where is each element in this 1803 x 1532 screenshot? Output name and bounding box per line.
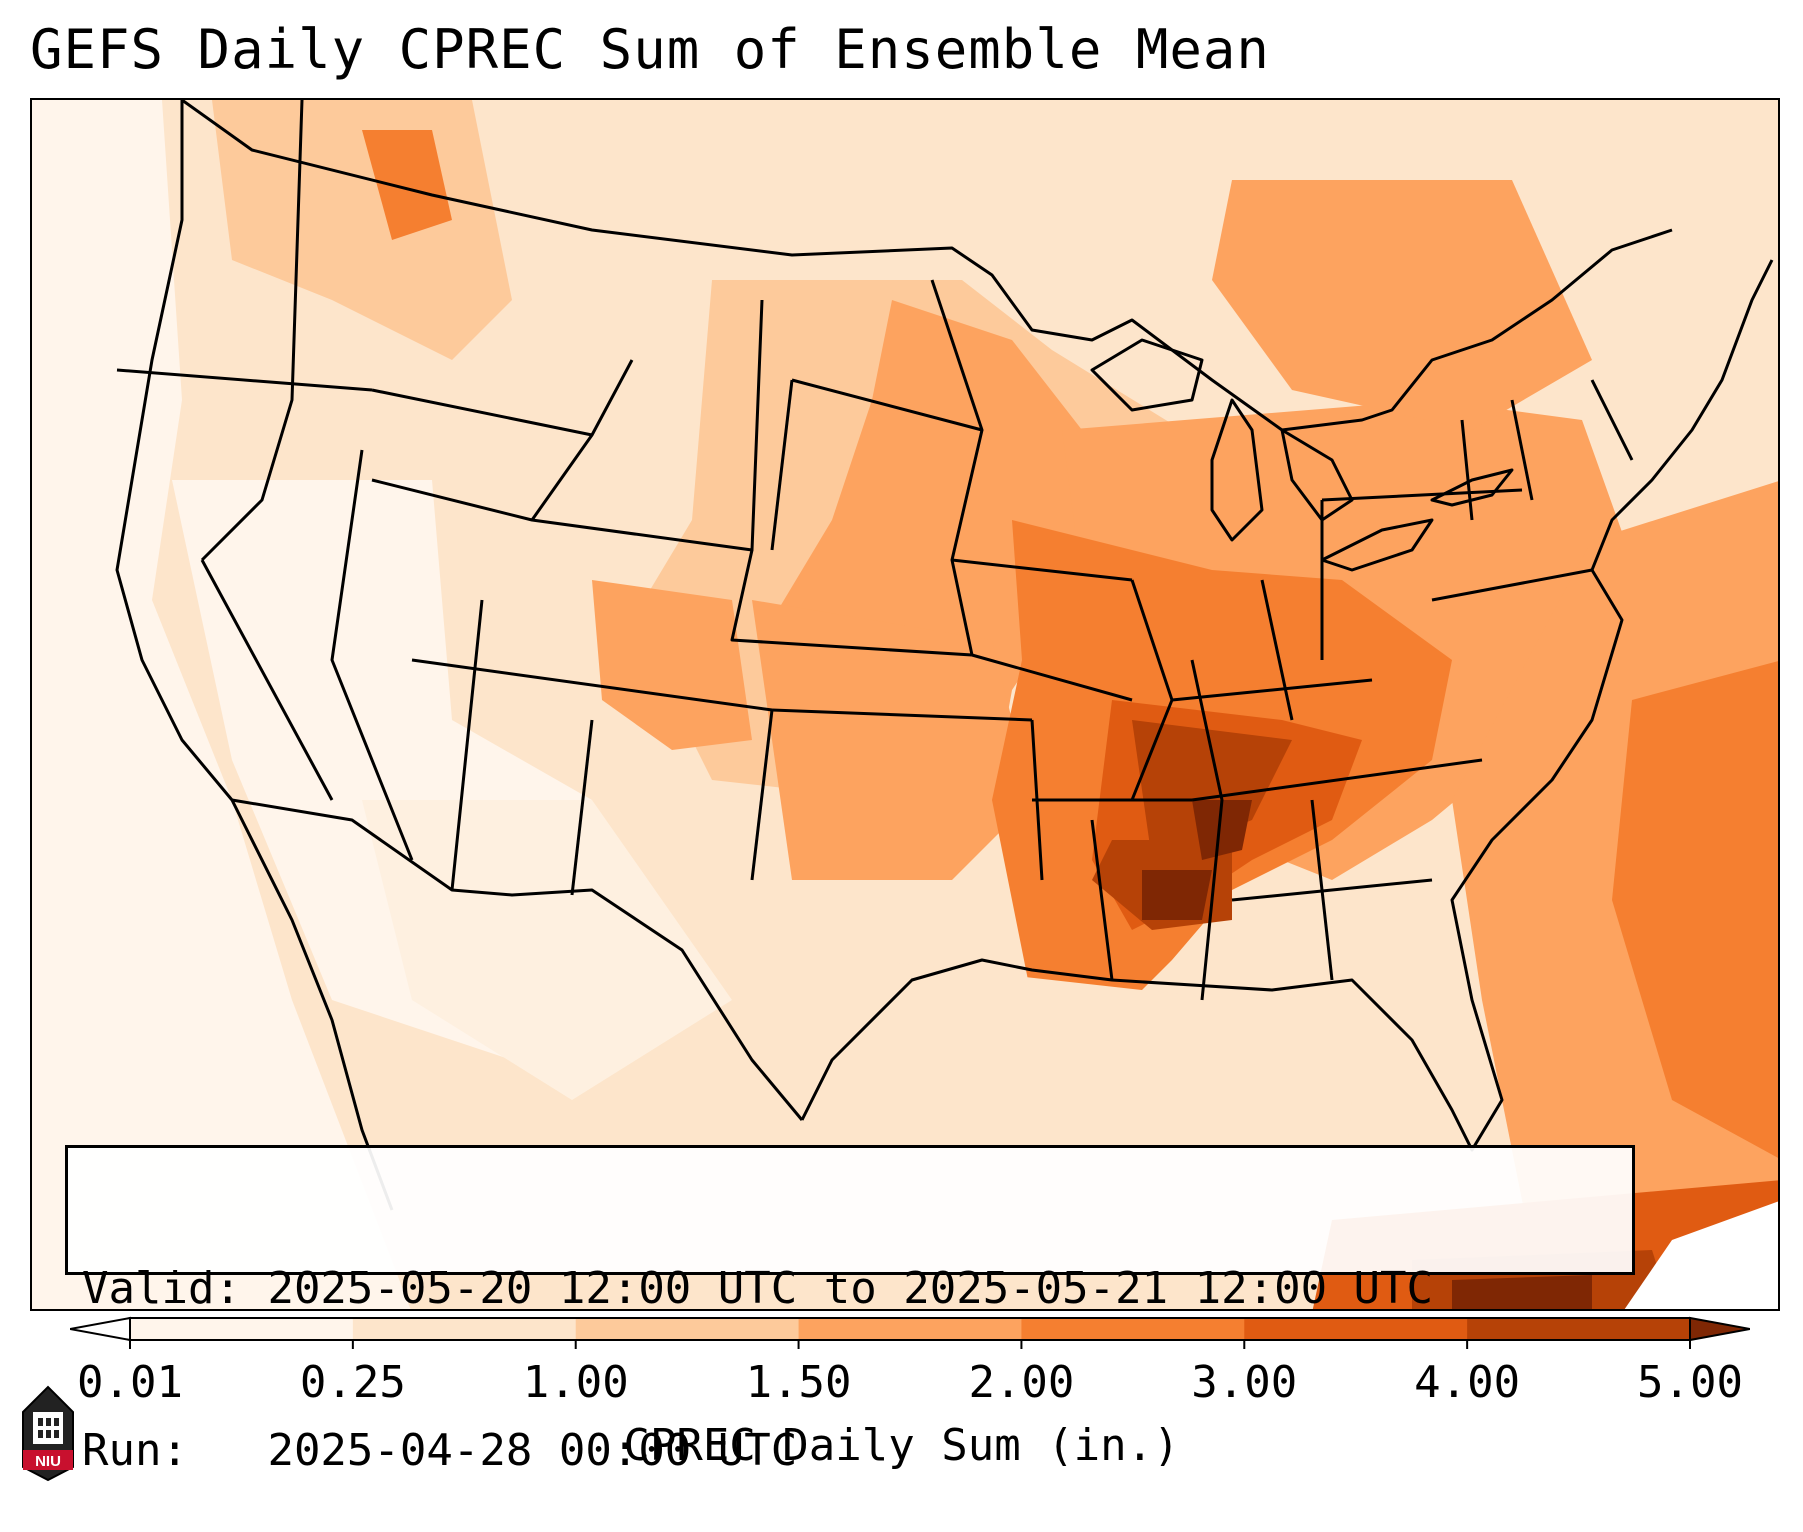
valid-value: 2025-05-20 12:00 UTC to 2025-05-21 12:00… bbox=[267, 1263, 1434, 1314]
colorbar-segment bbox=[352, 1318, 577, 1340]
colorbar-segment bbox=[1467, 1318, 1691, 1340]
run-value: 2025-04-28 00:00 UTC bbox=[267, 1425, 798, 1476]
colorbar-under-extension bbox=[70, 1316, 131, 1342]
colorbar-segment bbox=[1244, 1318, 1468, 1340]
colorbar-tick-label: 3.00 bbox=[1191, 1357, 1298, 1408]
map-title: GEFS Daily CPREC Sum of Ensemble Mean bbox=[30, 18, 1270, 81]
colorbar-segment bbox=[1021, 1318, 1245, 1340]
colorbar-tick-label: 0.25 bbox=[299, 1357, 406, 1408]
colorbar-segment bbox=[130, 1318, 354, 1340]
run-row: Run: 2025-04-28 00:00 UTC bbox=[82, 1424, 1618, 1478]
map-frame bbox=[30, 98, 1780, 1311]
colorbar-tick-label: 4.00 bbox=[1414, 1357, 1521, 1408]
colorbar-over-extension bbox=[1689, 1316, 1750, 1342]
colorbar-segment bbox=[575, 1318, 800, 1340]
colorbar-tick-label: 0.01 bbox=[77, 1357, 183, 1408]
run-label: Run: bbox=[82, 1425, 188, 1476]
niu-logo: NIU bbox=[22, 1385, 74, 1482]
precipitation-field bbox=[32, 100, 1778, 1309]
colorbar bbox=[70, 1316, 1750, 1349]
colorbar-tick-label: 1.00 bbox=[522, 1357, 629, 1408]
valid-row: Valid: 2025-05-20 12:00 UTC to 2025-05-2… bbox=[82, 1262, 1618, 1316]
colorbar-segment bbox=[798, 1318, 1022, 1340]
colorbar-tick-label: 1.50 bbox=[745, 1357, 852, 1408]
valid-run-info-box: Valid: 2025-05-20 12:00 UTC to 2025-05-2… bbox=[65, 1145, 1635, 1476]
precipitation-map bbox=[32, 100, 1778, 1309]
colorbar-tick-label: 2.00 bbox=[968, 1357, 1075, 1408]
colorbar-outline bbox=[129, 1317, 1691, 1341]
colorbar-label: CPREC Daily Sum (in.) bbox=[623, 1420, 1180, 1471]
logo-text: NIU bbox=[35, 1453, 61, 1470]
colorbar-tick-label: 5.00 bbox=[1637, 1357, 1743, 1408]
state-boundaries bbox=[115, 100, 1774, 1211]
valid-label: Valid: bbox=[82, 1263, 241, 1314]
logo-band bbox=[23, 1450, 73, 1470]
